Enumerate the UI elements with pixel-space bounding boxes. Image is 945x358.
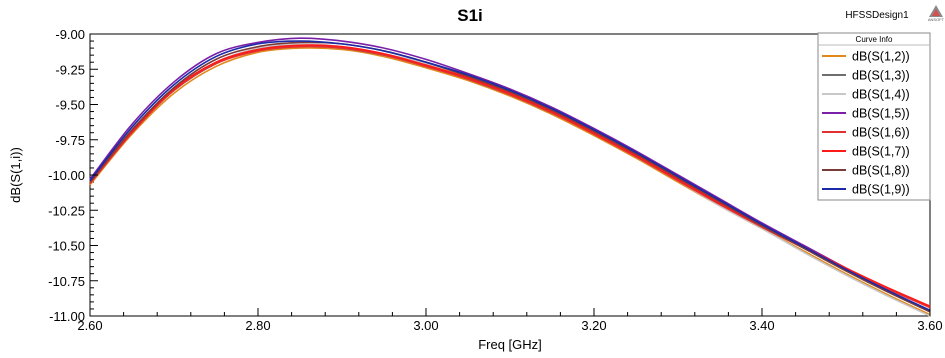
legend-item[interactable]: dB(S(1,4)) — [822, 88, 910, 102]
ansoft-logo-inner — [932, 9, 940, 16]
y-tick-label: -10.25 — [48, 203, 85, 218]
x-tick-label: 3.20 — [581, 318, 606, 333]
design-label: HFSSDesign1 — [845, 10, 909, 21]
legend-label: dB(S(1,2)) — [852, 50, 910, 64]
minor-ticks — [90, 40, 897, 316]
y-tick-label: -10.75 — [48, 274, 85, 289]
ansoft-logo: ANSOFT — [928, 5, 945, 22]
legend-box — [817, 32, 931, 201]
x-tick-label: 3.60 — [917, 318, 942, 333]
x-tick-label: 3.00 — [413, 318, 438, 333]
legend-items: dB(S(1,2)) dB(S(1,3)) dB(S(1,4)) dB(S(1,5))… — [822, 50, 910, 197]
legend-item[interactable]: dB(S(1,5)) — [822, 107, 910, 121]
x-axis-ticks: 2.60 2.80 3.00 3.20 3.40 3.60 — [77, 308, 943, 333]
legend-label: dB(S(1,9)) — [852, 183, 910, 197]
y-tick-label: -9.75 — [55, 133, 85, 148]
x-tick-label: 3.40 — [749, 318, 774, 333]
y-axis-ticks: -9.00 -9.25 -9.50 -9.75 -10.00 -10.25 -10.50 -1… — [48, 27, 98, 324]
legend-label: dB(S(1,8)) — [852, 164, 910, 178]
legend-title: Curve Info — [856, 35, 893, 44]
y-axis-title: dB(S(1,i)) — [8, 147, 23, 203]
chart-title: S1i — [457, 6, 483, 25]
x-axis-title: Freq [GHz] — [478, 337, 542, 352]
legend-item[interactable]: dB(S(1,3)) — [822, 69, 910, 83]
y-tick-label: -11.00 — [49, 309, 85, 324]
y-tick-label: -10.00 — [48, 168, 85, 183]
legend-item[interactable]: dB(S(1,9)) — [822, 183, 910, 197]
legend[interactable]: Curve Info dB(S(1,2)) dB(S(1,3)) dB(S(1,4)… — [817, 32, 931, 201]
legend-label: dB(S(1,4)) — [852, 88, 910, 102]
legend-label: dB(S(1,6)) — [852, 126, 910, 140]
ansoft-logo-text: ANSOFT — [928, 17, 945, 22]
legend-item[interactable]: dB(S(1,6)) — [822, 126, 910, 140]
series-group — [89, 37, 931, 317]
legend-label: dB(S(1,3)) — [852, 69, 910, 83]
series-line-1 — [89, 47, 931, 316]
y-tick-label: -9.25 — [55, 62, 85, 77]
x-tick-label: 2.80 — [245, 318, 270, 333]
plot-area — [89, 33, 931, 317]
series-line-4 — [89, 37, 931, 312]
y-tick-label: -9.00 — [55, 27, 85, 42]
series-line-8 — [89, 40, 931, 312]
x-tick-label: 2.60 — [77, 318, 102, 333]
legend-label: dB(S(1,5)) — [852, 107, 910, 121]
legend-item[interactable]: dB(S(1,7)) — [822, 145, 910, 159]
y-tick-label: -10.50 — [48, 239, 85, 254]
series-line-7 — [89, 41, 931, 313]
legend-item[interactable]: dB(S(1,2)) — [822, 50, 910, 64]
legend-label: dB(S(1,7)) — [852, 145, 910, 159]
legend-item[interactable]: dB(S(1,8)) — [822, 164, 910, 178]
y-tick-label: -9.50 — [55, 98, 85, 113]
